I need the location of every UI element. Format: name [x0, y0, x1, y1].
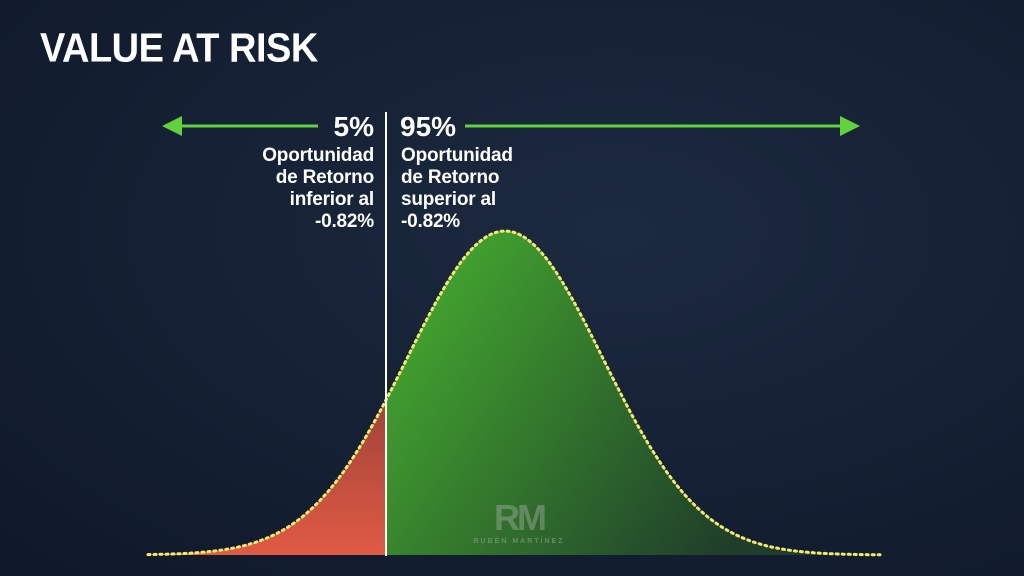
watermark-logo: RM — [494, 497, 547, 538]
right-percent: 95% — [400, 111, 457, 142]
left-percent: 5% — [333, 111, 374, 142]
left-description: Oportunidad de Retorno inferior al -0.82… — [262, 145, 374, 232]
right-description: Oportunidad de Retorno superior al -0.82… — [401, 145, 513, 232]
right-body-area — [386, 231, 880, 555]
watermark-name: RUBÉN MARTÍNEZ — [473, 538, 565, 545]
left-tail-area — [148, 400, 386, 555]
distribution-curve — [146, 229, 882, 557]
left-arrow — [162, 116, 318, 136]
right-arrow — [465, 116, 860, 136]
watermark: RM RUBÉN MARTÍNEZ — [469, 497, 569, 546]
page-title: VALUE AT RISK — [40, 26, 318, 72]
